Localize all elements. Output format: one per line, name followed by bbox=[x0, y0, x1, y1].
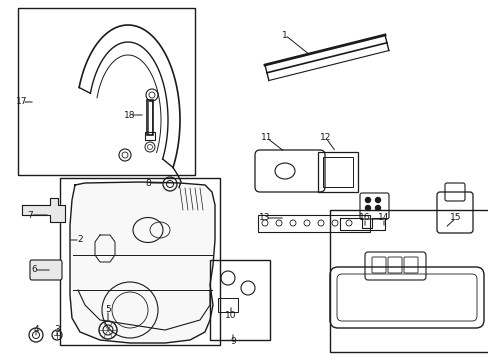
Bar bbox=[218, 298, 238, 312]
Circle shape bbox=[375, 206, 380, 211]
Text: 12: 12 bbox=[320, 134, 331, 143]
Text: 8: 8 bbox=[145, 179, 151, 188]
Polygon shape bbox=[22, 198, 65, 222]
Text: 4: 4 bbox=[33, 325, 39, 334]
Bar bbox=[147, 100, 153, 135]
Text: 3: 3 bbox=[54, 325, 60, 334]
Text: 5: 5 bbox=[105, 306, 111, 315]
Text: 15: 15 bbox=[449, 213, 461, 222]
Circle shape bbox=[365, 206, 370, 211]
Bar bbox=[329, 210, 488, 352]
Bar bbox=[317, 152, 357, 192]
Text: 7: 7 bbox=[27, 211, 33, 220]
Text: 17: 17 bbox=[16, 98, 28, 107]
Bar bbox=[209, 260, 269, 340]
Text: 2: 2 bbox=[77, 235, 82, 244]
Polygon shape bbox=[70, 182, 215, 343]
Circle shape bbox=[375, 198, 380, 202]
Bar bbox=[60, 178, 220, 345]
Bar bbox=[258, 215, 369, 232]
Text: 14: 14 bbox=[378, 213, 389, 222]
Text: 16: 16 bbox=[359, 213, 370, 222]
Bar bbox=[323, 157, 352, 187]
Bar bbox=[18, 8, 195, 175]
Text: 10: 10 bbox=[225, 310, 236, 320]
Text: 1: 1 bbox=[282, 31, 287, 40]
Text: 18: 18 bbox=[124, 111, 136, 120]
Text: 9: 9 bbox=[230, 338, 235, 346]
FancyBboxPatch shape bbox=[30, 260, 62, 280]
Bar bbox=[145, 132, 155, 140]
Text: 13: 13 bbox=[259, 213, 270, 222]
Circle shape bbox=[365, 198, 370, 202]
Text: 11: 11 bbox=[261, 134, 272, 143]
Bar bbox=[148, 101, 152, 134]
Text: 6: 6 bbox=[31, 266, 37, 274]
